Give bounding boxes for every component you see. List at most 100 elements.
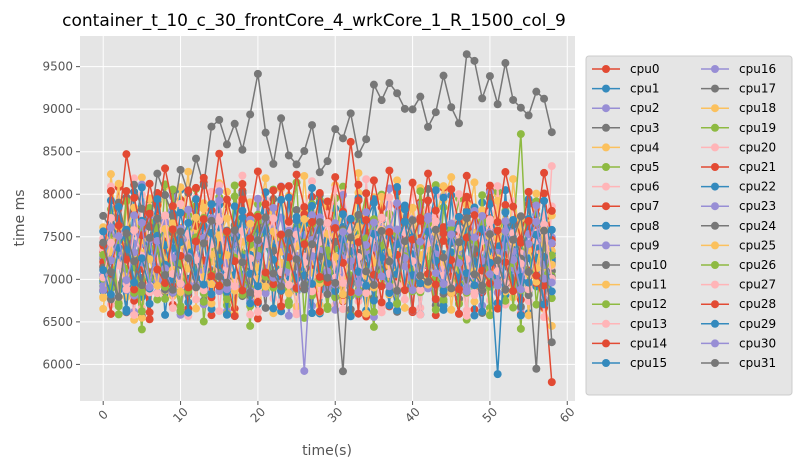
data-point <box>161 264 170 273</box>
data-point <box>315 307 324 316</box>
data-point <box>207 122 216 131</box>
data-point <box>114 202 123 211</box>
data-point <box>439 193 448 202</box>
legend-label: cpu29 <box>739 317 776 331</box>
data-point <box>184 283 193 292</box>
data-point <box>261 282 270 291</box>
data-point <box>238 286 247 295</box>
data-point <box>493 281 502 290</box>
data-point <box>516 103 525 112</box>
data-point <box>184 254 193 263</box>
data-point <box>524 187 533 196</box>
data-point <box>540 281 549 290</box>
legend-marker <box>602 84 610 93</box>
data-point <box>547 162 556 171</box>
data-point <box>106 187 115 196</box>
data-point <box>377 213 386 222</box>
data-point <box>230 312 239 321</box>
data-point <box>308 218 317 227</box>
data-point <box>238 171 247 180</box>
data-point <box>277 182 286 191</box>
data-point <box>153 236 162 245</box>
data-point <box>323 157 332 166</box>
data-point <box>277 230 286 239</box>
data-point <box>478 191 487 200</box>
data-point <box>300 171 309 180</box>
data-point <box>369 198 378 207</box>
data-point <box>532 201 541 210</box>
data-point <box>393 286 402 295</box>
data-point <box>176 227 185 236</box>
legend-item-cpu25: cpu25 <box>701 238 776 252</box>
data-point <box>207 311 216 320</box>
data-point <box>292 216 301 225</box>
y-axis-label: time ms <box>12 189 28 246</box>
data-point <box>369 270 378 279</box>
data-point <box>207 272 216 281</box>
data-point <box>122 150 131 159</box>
legend-marker <box>711 202 719 211</box>
data-point <box>300 240 309 249</box>
data-point <box>253 236 262 245</box>
data-point <box>99 304 108 313</box>
data-point <box>192 304 201 313</box>
data-point <box>478 94 487 103</box>
data-point <box>509 287 518 296</box>
data-point <box>400 295 409 304</box>
data-point <box>253 314 262 323</box>
data-point <box>253 287 262 296</box>
data-point <box>493 370 502 379</box>
data-point <box>153 265 162 274</box>
data-point <box>385 301 394 310</box>
data-point <box>447 230 456 239</box>
data-point <box>145 308 154 317</box>
legend-marker <box>602 123 610 132</box>
data-point <box>253 307 262 316</box>
legend-label: cpu28 <box>739 297 776 311</box>
data-point <box>408 286 417 295</box>
data-point <box>161 191 170 200</box>
data-point <box>114 310 123 319</box>
data-point <box>308 184 317 193</box>
data-point <box>400 104 409 113</box>
data-point <box>439 280 448 289</box>
data-point <box>524 278 533 287</box>
data-point <box>516 324 525 333</box>
data-point <box>153 195 162 204</box>
data-point <box>439 71 448 80</box>
data-point <box>540 94 549 103</box>
data-point <box>153 169 162 178</box>
legend-label: cpu8 <box>630 219 659 233</box>
data-point <box>485 258 494 267</box>
legend-label: cpu11 <box>630 278 667 292</box>
legend-item-cpu10: cpu10 <box>592 258 667 272</box>
data-point <box>137 307 146 316</box>
series-layer <box>99 50 556 387</box>
data-point <box>470 178 479 187</box>
data-point <box>362 189 371 198</box>
data-point <box>408 216 417 225</box>
data-point <box>447 219 456 228</box>
data-point <box>308 201 317 210</box>
legend-item-cpu2: cpu2 <box>592 101 659 115</box>
legend-item-cpu30: cpu30 <box>701 336 776 350</box>
data-point <box>369 280 378 289</box>
data-point <box>393 176 402 185</box>
data-point <box>114 292 123 301</box>
data-point <box>470 281 479 290</box>
data-point <box>338 227 347 236</box>
data-point <box>284 311 293 320</box>
data-point <box>230 181 239 190</box>
data-point <box>99 211 108 220</box>
data-point <box>323 290 332 299</box>
data-point <box>323 197 332 206</box>
data-point <box>416 271 425 280</box>
data-point <box>447 173 456 182</box>
legend-marker <box>711 104 719 113</box>
data-point <box>137 183 146 192</box>
data-point <box>408 178 417 187</box>
data-point <box>308 211 317 220</box>
series-cpu31 <box>99 210 556 376</box>
data-point <box>369 176 378 185</box>
data-point <box>153 295 162 304</box>
